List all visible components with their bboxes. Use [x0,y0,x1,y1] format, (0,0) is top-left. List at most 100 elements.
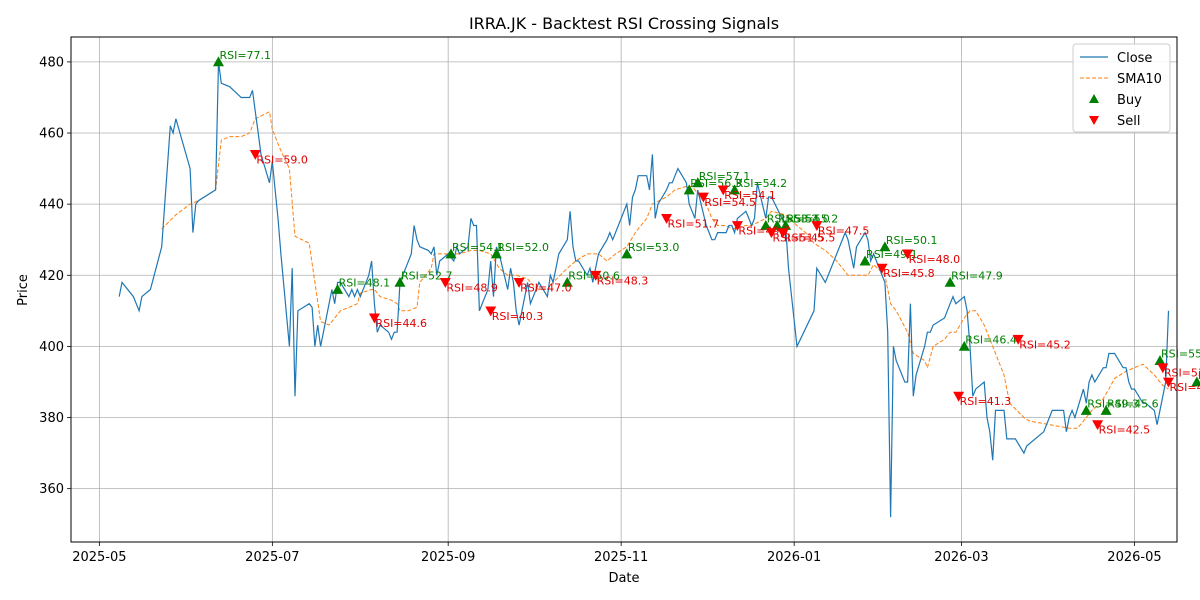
sell-annotation: RSI=53.4 [1164,367,1200,380]
buy-annotation: RSI=57.1 [699,170,751,183]
sell-marker [717,185,729,196]
y-tick-label: 360 [39,482,64,497]
buy-marker [944,276,956,287]
sell-marker [439,277,451,288]
sell-marker [368,313,380,324]
grid [71,37,1177,542]
sma10-series [161,110,1169,429]
x-tick-label: 2026-03 [934,550,988,565]
buy-marker [621,248,633,259]
close-series [118,61,1170,518]
buy-annotation: RSI=52.0 [497,241,549,254]
buy-annotation: RSI=54.1 [452,241,504,254]
buy-annotation: RSI=49.3 [1087,397,1139,410]
sell-marker [731,221,743,231]
sell-annotation: RSI=41.3 [960,395,1012,408]
buy-annotation: RSI=53.2 [767,212,819,225]
x-tick-label: 2026-05 [1107,550,1161,565]
plot-frame [70,36,1178,543]
x-tick-label: 2026-01 [767,550,821,565]
sell-marker [1157,363,1169,374]
buy-annotation: RSI=54.2 [736,177,788,190]
x-axis-label: Date [608,571,639,586]
y-tick-label: 440 [39,198,64,213]
buy-marker [683,184,695,195]
sell-annotation: RSI=45.5 [784,232,836,245]
y-tick-label: 460 [39,127,64,142]
buy-marker [1191,376,1200,387]
buy-marker [771,219,783,230]
sell-marker [1092,420,1104,431]
legend-box [1072,43,1171,133]
sell-annotation: RSI=59.0 [256,153,308,166]
sell-annotation: RSI=48.0 [909,253,961,266]
sell-marker [1162,377,1174,388]
chart-title: IRRA.JK - Backtest RSI Crossing Signals [469,14,779,33]
buy-marker [561,276,573,287]
sell-marker [661,213,673,224]
buy-annotation: RSI=77.1 [219,49,271,62]
sell-annotation: RSI=45.2 [1019,338,1071,351]
sell-annotation: RSI=48.9 [446,281,498,294]
y-axis-label: Price [16,274,31,306]
y-axis-ticks: 360 380 400 420 440 460 480 [39,55,71,497]
sell-annotation: RSI=42.5 [1099,424,1151,437]
buy-marker [760,219,772,230]
x-axis-ticks: 2025-05 2025-07 2025-09 2025-11 2026-01 2026-… [72,542,1162,565]
close-line [118,61,1170,518]
buy-marker [1154,355,1166,366]
legend-label: Buy [1117,93,1142,108]
buy-marker [212,56,224,67]
y-tick-label: 480 [39,55,64,70]
buy-marker [1080,404,1092,415]
buy-marker [394,276,406,287]
legend-label: Sell [1117,114,1140,129]
buy-marker [332,284,344,294]
x-tick-label: 2025-11 [594,550,648,565]
buy-annotation: RSI=47.9 [951,269,1003,282]
sell-annotation: RSI=51.5 [772,232,824,245]
sell-annotation: RSI=49.5 [1169,381,1200,394]
buy-marker [445,248,457,259]
buy-annotation: RSI=56.3 [690,177,742,190]
buy-annotation: RSI=55.5 [1161,348,1200,361]
buy-annotation: RSI=46.4 [965,333,1017,346]
sell-marker [777,228,789,239]
buy-annotation: RSI=52.7 [401,269,453,282]
sell-annotation: RSI=47.5 [818,224,870,237]
legend-label: SMA10 [1117,72,1162,87]
buy-annotation: RSI=50.1 [886,234,938,247]
sell-marker [697,192,709,203]
sell-annotation: RSI=45.8 [883,267,935,280]
buy-annotation: RSI=48.1 [339,277,391,290]
x-tick-label: 2025-09 [421,550,475,565]
sell-annotation: RSI=54.1 [724,189,776,202]
sell-annotation: RSI=47.0 [520,281,572,294]
sell-marker [765,228,777,239]
x-tick-label: 2025-05 [72,550,126,565]
sell-annotation: RSI=48.3 [597,274,649,287]
buy-annotation: RSI=55.2 [787,212,839,225]
buy-marker [692,177,704,188]
buy-annotation: RSI=51.5 [1198,369,1200,382]
buy-annotation: RSI=53.0 [628,241,680,254]
legend-label: Close [1117,51,1152,66]
buy-marker [780,219,792,230]
sell-annotation: RSI=44.6 [375,317,427,330]
y-tick-label: 400 [39,340,64,355]
signal-markers: RSI=77.1RSI=48.1RSI=52.7RSI=54.1RSI=52.0… [212,49,1200,437]
x-tick-label: 2025-07 [245,550,299,565]
buy-marker [958,340,970,351]
buy-marker [859,255,871,266]
buy-marker [1100,404,1112,415]
sell-marker [513,277,525,288]
sell-marker [876,263,888,274]
sell-marker [811,221,823,231]
sell-annotation: RSI=40.3 [492,310,544,323]
legend-sell-swatch [1089,116,1099,125]
legend: Close SMA10 Buy Sell [1072,43,1171,133]
sell-marker [590,270,602,281]
buy-annotation: RSI=45.6 [1107,397,1159,410]
legend-buy-swatch [1089,94,1099,103]
